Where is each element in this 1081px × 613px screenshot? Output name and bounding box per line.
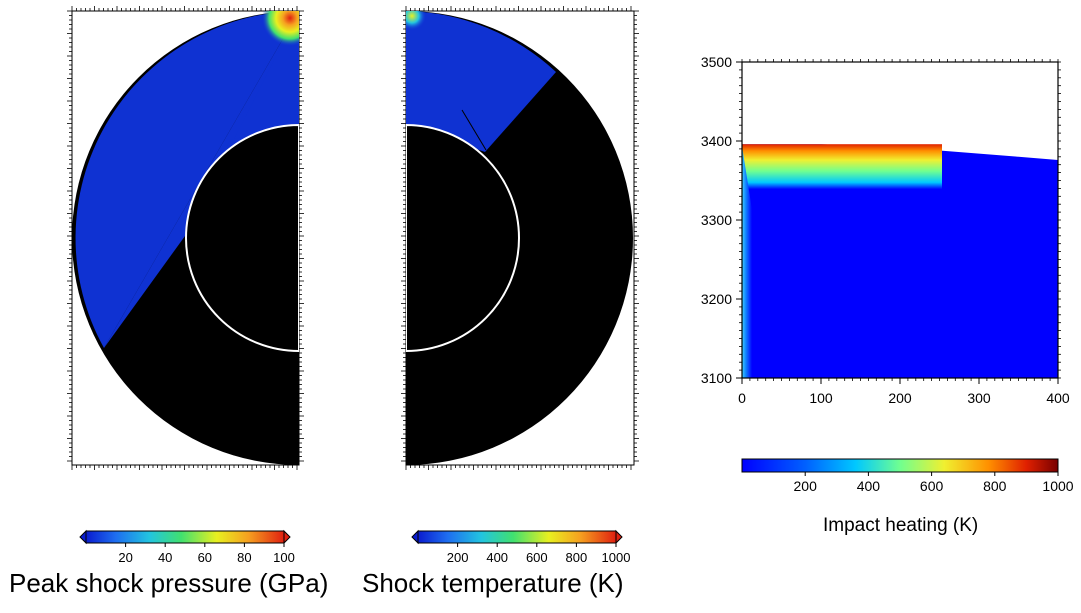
panel-b-shocked-region xyxy=(406,11,556,152)
panel-c-heated-region xyxy=(742,144,1058,378)
colorbar-tick-label: 100 xyxy=(273,550,295,565)
colorbar-tick-label: 1000 xyxy=(602,550,631,565)
panel-c-y-tick-label: 3200 xyxy=(701,291,732,307)
colorbar-tick-label: 20 xyxy=(118,550,132,565)
panel-b-hotspot xyxy=(406,11,426,31)
caption-peak-shock-pressure: Peak shock pressure (GPa) xyxy=(9,568,329,598)
panel-b-core xyxy=(406,123,520,353)
panel-a-hotspot xyxy=(262,11,299,48)
panel-a-ticks xyxy=(67,6,304,470)
panel-c-y-tick-label: 3400 xyxy=(701,133,732,149)
panel-c-x-tick-label: 400 xyxy=(1046,390,1070,406)
colorbar-tick-label: 200 xyxy=(794,478,818,494)
colorbar-b: 200 400 600 800 1000 xyxy=(411,529,631,565)
panel-c-axes: 0 100 200 300 400 3100 3200 3300 3400 3500 xyxy=(701,54,1070,406)
panel-c-x-tick-label: 100 xyxy=(809,390,833,406)
panel-c-x-tick-label: 300 xyxy=(967,390,991,406)
panel-c-y-tick-label: 3100 xyxy=(701,370,732,386)
colorbar-tick-label: 400 xyxy=(857,478,881,494)
colorbar-tick-label: 800 xyxy=(983,478,1007,494)
caption-impact-heating: Impact heating (K) xyxy=(823,515,979,536)
panel-a xyxy=(67,6,304,470)
colorbar-tick-label: 40 xyxy=(158,550,172,565)
panel-c-x-tick-label: 200 xyxy=(888,390,912,406)
panel-b-ticks xyxy=(401,6,639,470)
caption-shock-temperature: Shock temperature (K) xyxy=(362,568,624,598)
colorbar-tick-label: 1000 xyxy=(1042,478,1073,494)
panel-c-y-tick-label: 3300 xyxy=(701,212,732,228)
colorbar-tick-label: 200 xyxy=(447,550,469,565)
panel-c-y-tick-label: 3500 xyxy=(701,54,732,70)
panel-a-shocked-region xyxy=(75,11,299,348)
colorbar-tick-label: 800 xyxy=(566,550,588,565)
panel-c-surface-band xyxy=(742,144,942,190)
colorbar-tick-label: 60 xyxy=(198,550,212,565)
colorbar-tick-label: 80 xyxy=(237,550,251,565)
colorbar-tick-label: 400 xyxy=(486,550,508,565)
panel-b xyxy=(401,6,639,470)
colorbar-tick-label: 600 xyxy=(920,478,944,494)
panel-a-core xyxy=(185,123,299,353)
panel-c-x-tick-label: 0 xyxy=(738,390,746,406)
colorbar-a: 20 40 60 80 100 xyxy=(79,529,295,565)
colorbar-tick-label: 600 xyxy=(526,550,548,565)
colorbar-c: 200 400 600 800 1000 xyxy=(741,458,1074,494)
panel-c: 0 100 200 300 400 3100 3200 3300 3400 3500 xyxy=(701,54,1070,406)
